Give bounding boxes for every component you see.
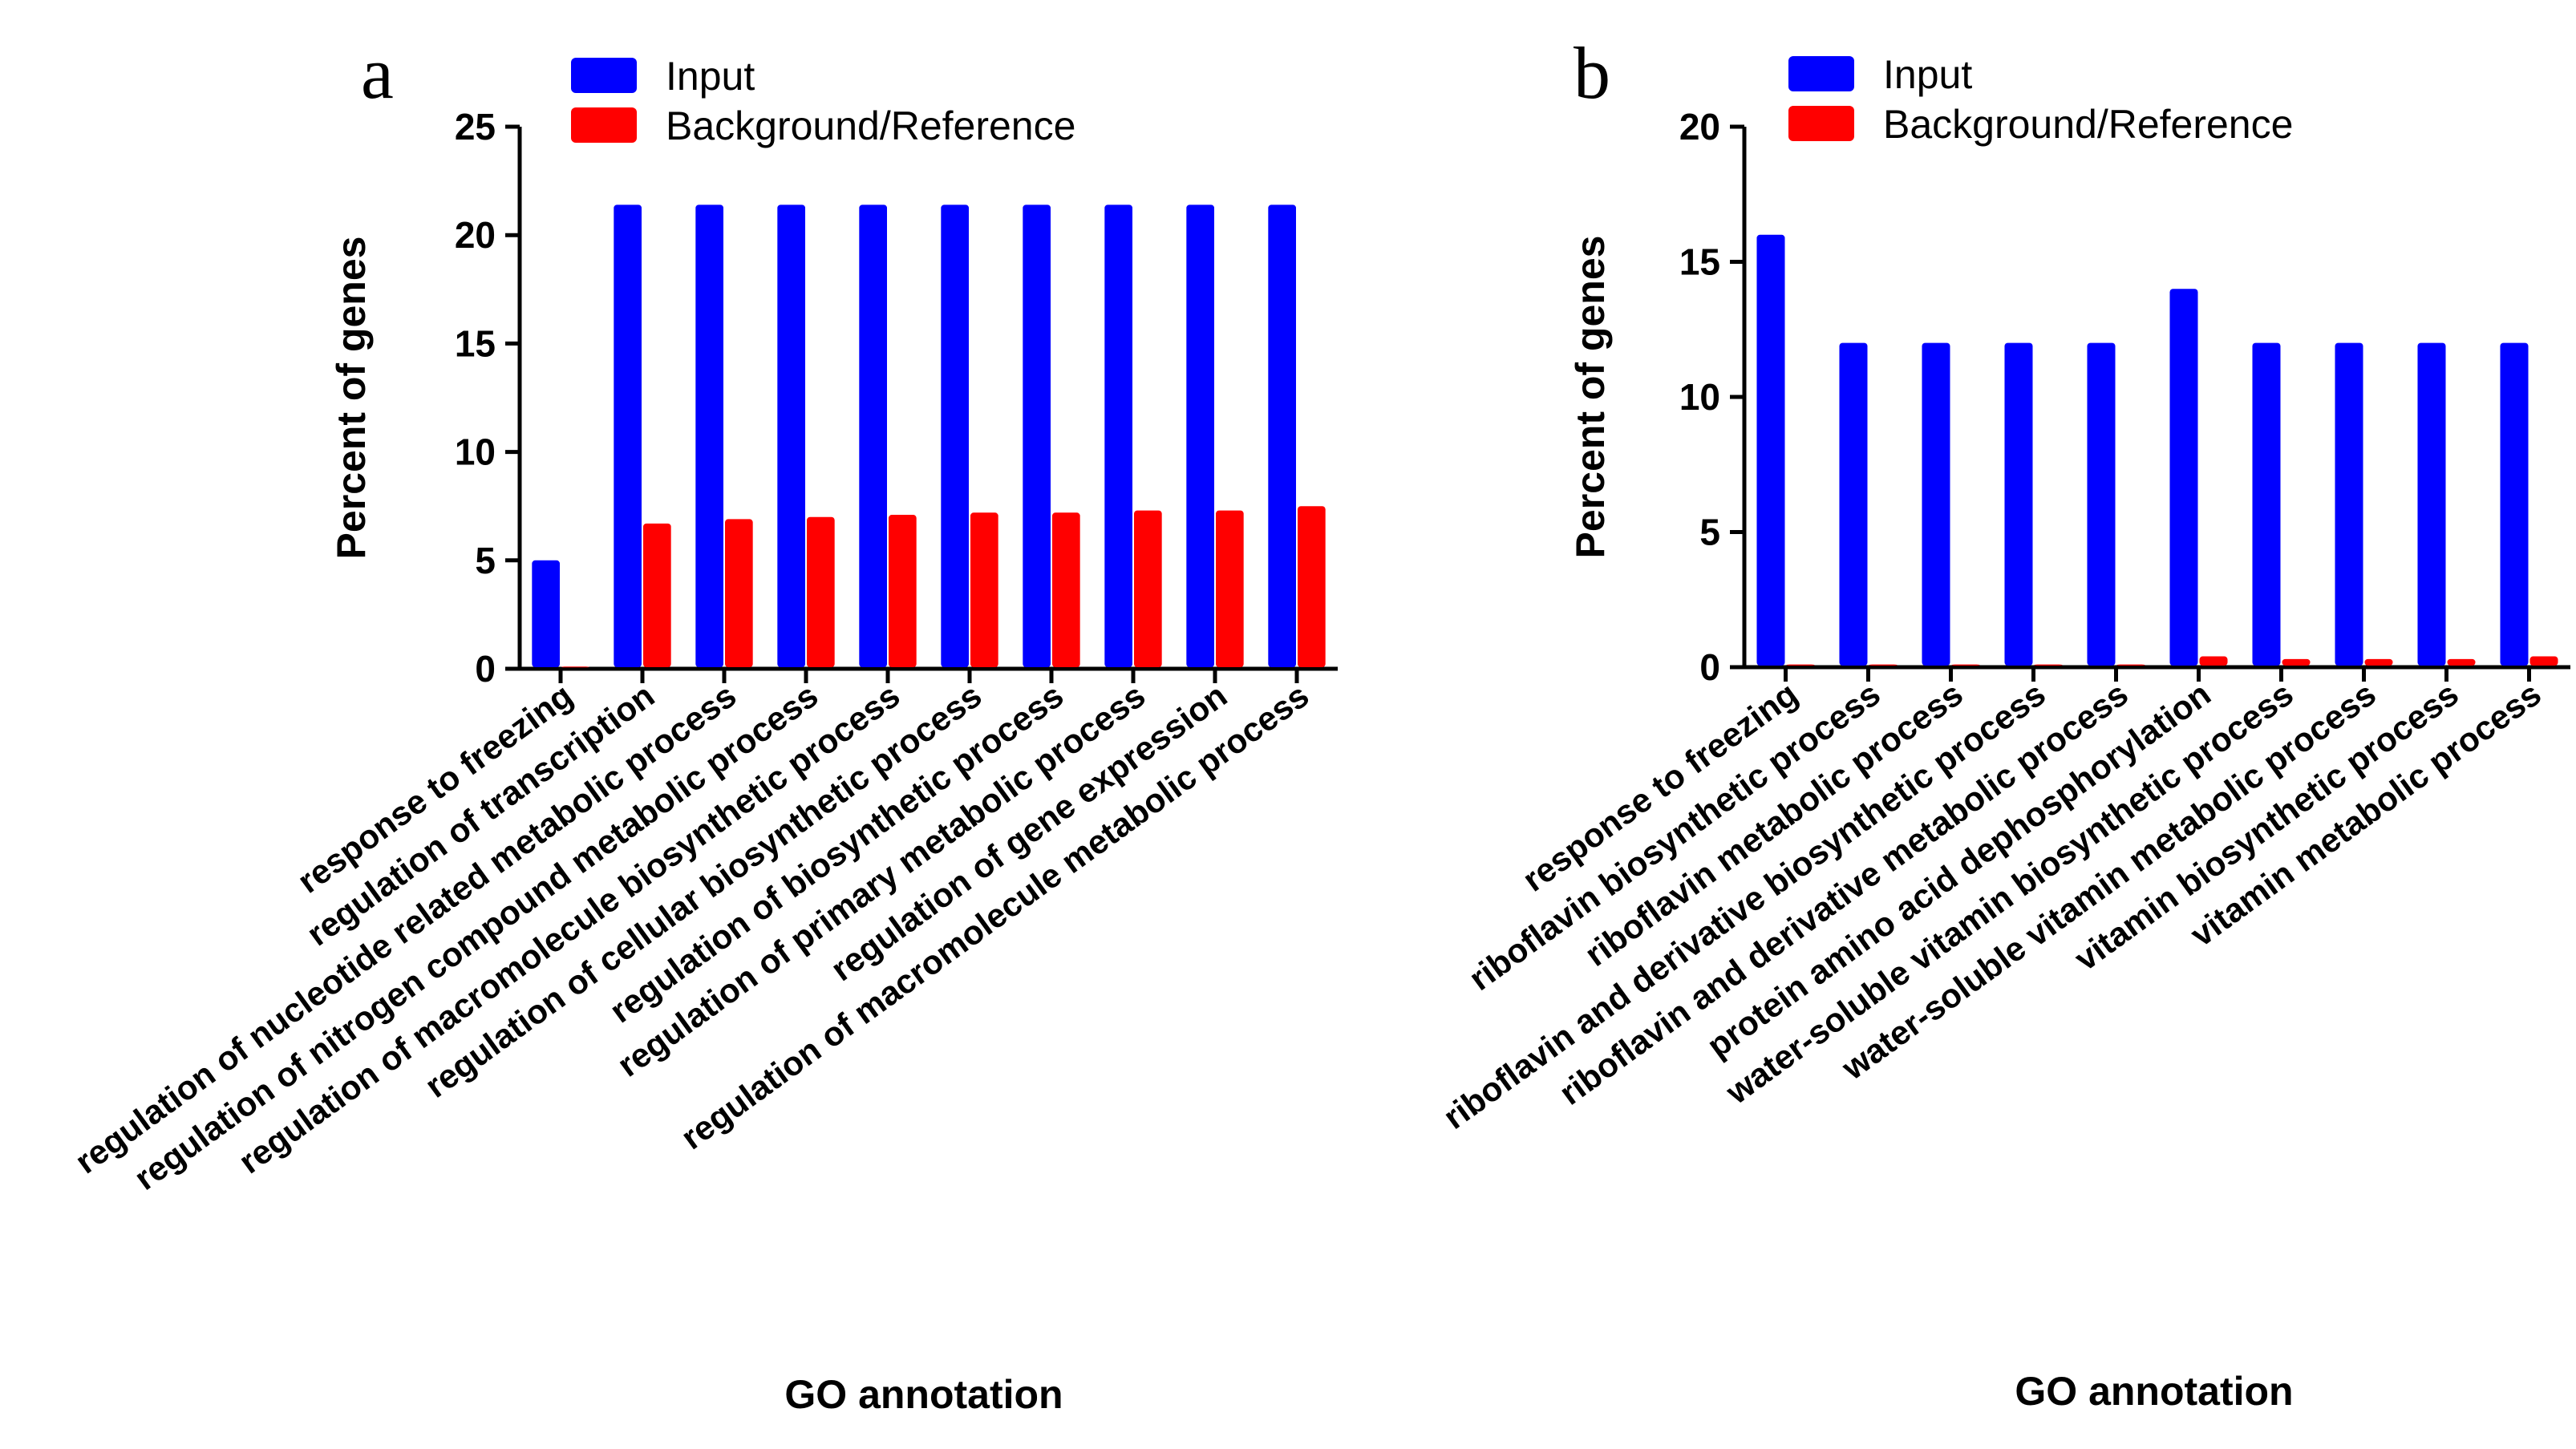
legend-swatch: [1788, 106, 1854, 141]
y-tick-label: 20: [1679, 106, 1720, 148]
bar-input: [695, 204, 723, 667]
bar-input: [2169, 289, 2198, 666]
legend-swatch: [571, 58, 637, 93]
bar-input: [2417, 342, 2446, 666]
bar-input: [1839, 342, 1868, 666]
y-axis-title: Percent of genes: [329, 237, 374, 560]
bar-input: [2004, 342, 2033, 666]
bar-background: [807, 516, 835, 667]
x-category-label: riboflavin and derivative metabolic proc…: [1552, 674, 2134, 1112]
bar-background: [643, 523, 671, 667]
y-tick-label: 5: [1699, 512, 1720, 553]
legend-swatch: [571, 107, 637, 143]
x-axis-title: GO annotation: [2015, 1369, 2293, 1414]
bar-input: [2335, 342, 2363, 666]
bar-background: [1786, 664, 1815, 666]
y-tick-label: 20: [455, 214, 496, 256]
bar-input: [1104, 204, 1132, 667]
bar-background: [889, 515, 917, 667]
x-axis-title: GO annotation: [784, 1372, 1063, 1417]
legend-label: Input: [666, 54, 755, 99]
y-axis-title: Percent of genes: [1568, 236, 1613, 559]
bar-background: [1216, 510, 1244, 667]
legend-label: Background/Reference: [666, 103, 1075, 148]
y-tick-label: 15: [1679, 241, 1720, 283]
panel-letter: b: [1574, 32, 1610, 114]
bar-background: [2364, 658, 2393, 666]
y-tick-label: 0: [1699, 646, 1720, 688]
bar-background: [2116, 664, 2145, 666]
legend-label: Background/Reference: [1883, 102, 2293, 147]
bar-background: [561, 666, 589, 668]
bar-background: [1298, 506, 1326, 667]
y-tick-label: 0: [475, 648, 496, 690]
bar-background: [970, 512, 998, 667]
bar-input: [532, 560, 560, 667]
bar-background: [2447, 658, 2476, 666]
y-tick-label: 25: [455, 106, 496, 148]
bar-background: [1134, 510, 1162, 667]
bar-background: [2034, 664, 2063, 666]
y-tick-label: 15: [455, 322, 496, 364]
bar-background: [2529, 656, 2558, 666]
y-tick-label: 10: [455, 431, 496, 473]
bar-background: [1869, 664, 1898, 666]
panel-letter: a: [361, 32, 394, 114]
bar-background: [2282, 658, 2311, 666]
legend-swatch: [1788, 56, 1854, 91]
bar-input: [1268, 204, 1296, 667]
y-tick-label: 10: [1679, 376, 1720, 418]
legend-label: Input: [1883, 52, 1972, 97]
bar-input: [1922, 342, 1950, 666]
bar-background: [725, 519, 753, 667]
bar-background: [2199, 656, 2228, 666]
bar-input: [777, 204, 805, 667]
bar-input: [1756, 234, 1785, 666]
bar-input: [2252, 342, 2281, 666]
bar-input: [1023, 204, 1051, 667]
bar-input: [2500, 342, 2529, 666]
bar-input: [2087, 342, 2116, 666]
bar-input: [859, 204, 887, 667]
bar-input: [941, 204, 969, 667]
bar-background: [1951, 664, 1980, 666]
y-tick-label: 5: [475, 540, 496, 581]
bar-input: [1186, 204, 1214, 667]
bar-input: [614, 204, 642, 667]
bar-background: [1052, 512, 1080, 667]
